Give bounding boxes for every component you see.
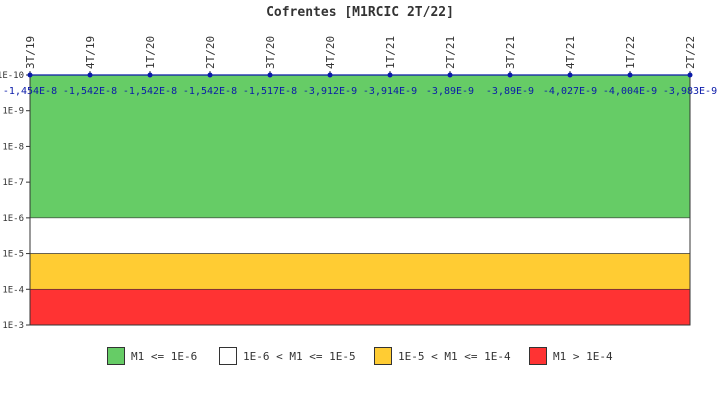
data-point bbox=[147, 72, 153, 78]
y-tick-label: 1E-4 bbox=[2, 285, 24, 295]
data-label: -1,542E-8 bbox=[63, 86, 117, 97]
legend-label: M1 <= 1E-6 bbox=[131, 349, 198, 363]
legend-label: 1E-5 < M1 <= 1E-4 bbox=[398, 349, 511, 363]
x-tick-label: 1T/21 bbox=[384, 36, 397, 69]
data-point bbox=[327, 72, 333, 78]
legend-item: M1 <= 1E-6 bbox=[107, 345, 197, 367]
y-tick-label: 1E-6 bbox=[2, 214, 24, 224]
data-label: -4,027E-9 bbox=[543, 86, 597, 97]
data-label: -3,89E-9 bbox=[426, 86, 474, 97]
data-labels: -1,454E-8 -1,542E-8 -1,542E-8 -1,542E-8 -1,5… bbox=[3, 86, 717, 97]
data-point bbox=[567, 72, 573, 78]
y-tick-label: 1E-7 bbox=[2, 178, 24, 188]
y-tick-label: 1E-8 bbox=[2, 142, 24, 152]
legend-label: M1 > 1E-4 bbox=[553, 349, 613, 363]
chart-title: Cofrentes [M1RCIC 2T/22] bbox=[266, 5, 454, 20]
series-markers bbox=[27, 72, 693, 78]
data-point bbox=[687, 72, 693, 78]
data-point bbox=[207, 72, 213, 78]
legend: M1 <= 1E-6 1E-6 < M1 <= 1E-5 1E-5 < M1 <= … bbox=[0, 345, 720, 367]
x-tick-label: 2T/22 bbox=[684, 36, 697, 69]
y-tick-label: 1E-10 bbox=[0, 71, 24, 81]
risk-bands bbox=[29, 74, 691, 326]
y-tick-label: 1E-3 bbox=[2, 321, 24, 331]
legend-label: 1E-6 < M1 <= 1E-5 bbox=[243, 349, 356, 363]
data-label: -3,912E-9 bbox=[303, 86, 357, 97]
data-point bbox=[627, 72, 633, 78]
data-label: -1,517E-8 bbox=[243, 86, 297, 97]
x-tick-label: 3T/20 bbox=[264, 36, 277, 69]
y-axis: 1E-10 1E-9 1E-8 1E-7 1E-6 1E-5 1E-4 1E-3 bbox=[0, 71, 30, 331]
data-label: -1,542E-8 bbox=[183, 86, 237, 97]
data-label: -1,542E-8 bbox=[123, 86, 177, 97]
x-tick-label: 4T/20 bbox=[324, 36, 337, 69]
legend-item: 1E-6 < M1 <= 1E-5 bbox=[219, 345, 356, 367]
x-tick-label: 1T/20 bbox=[144, 36, 157, 69]
data-point bbox=[87, 72, 93, 78]
y-tick-label: 1E-9 bbox=[2, 107, 24, 117]
data-label: -3,914E-9 bbox=[363, 86, 417, 97]
legend-swatch bbox=[219, 347, 237, 365]
data-label: -1,454E-8 bbox=[3, 86, 57, 97]
legend-item: 1E-5 < M1 <= 1E-4 bbox=[374, 345, 511, 367]
data-point bbox=[387, 72, 393, 78]
x-tick-label: 3T/21 bbox=[504, 36, 517, 69]
x-tick-label: 1T/22 bbox=[624, 36, 637, 69]
x-tick-label: 4T/19 bbox=[84, 36, 97, 69]
x-tick-label: 2T/21 bbox=[444, 36, 457, 69]
y-tick-label: 1E-5 bbox=[2, 250, 24, 260]
data-point bbox=[507, 72, 513, 78]
legend-swatch bbox=[107, 347, 125, 365]
legend-swatch bbox=[374, 347, 392, 365]
data-point bbox=[27, 72, 33, 78]
band-3 bbox=[29, 253, 691, 290]
band-2 bbox=[29, 217, 691, 254]
data-label: -3,89E-9 bbox=[486, 86, 534, 97]
data-point bbox=[447, 72, 453, 78]
band-4 bbox=[29, 288, 691, 326]
x-tick-label: 4T/21 bbox=[564, 36, 577, 69]
data-label: -3,983E-9 bbox=[663, 86, 717, 97]
band-1 bbox=[29, 74, 691, 219]
legend-item: M1 > 1E-4 bbox=[529, 345, 613, 367]
data-point bbox=[267, 72, 273, 78]
x-tick-label: 2T/20 bbox=[204, 36, 217, 69]
x-tick-label: 3T/19 bbox=[24, 36, 37, 69]
x-axis: 3T/19 4T/19 1T/20 2T/20 3T/20 4T/20 1T/21 2T/21… bbox=[24, 36, 697, 75]
legend-swatch bbox=[529, 347, 547, 365]
data-label: -4,004E-9 bbox=[603, 86, 657, 97]
